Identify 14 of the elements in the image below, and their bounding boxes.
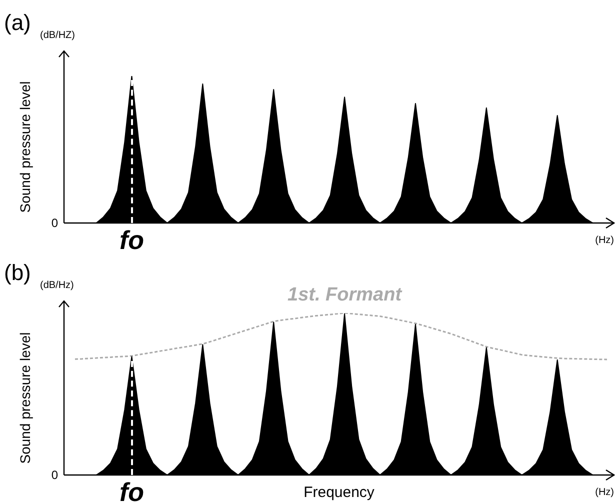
text: 0: [51, 216, 58, 230]
text: (Hz): [595, 235, 614, 246]
text: fo: [119, 477, 144, 502]
text: 0: [51, 468, 58, 482]
chart-title: (a): [4, 10, 31, 35]
x-axis-title: Frequency: [304, 484, 375, 501]
text: (dB/HZ): [40, 30, 75, 41]
chart-title: (b): [4, 260, 31, 285]
text: (dB/Hz): [40, 280, 74, 291]
text: (Hz): [595, 487, 614, 498]
text: fo: [119, 225, 144, 255]
series-label: 1st. Formant: [288, 284, 402, 306]
y-axis-title: Sound pressure level: [17, 332, 33, 464]
y-axis-title: Sound pressure level: [17, 81, 33, 213]
